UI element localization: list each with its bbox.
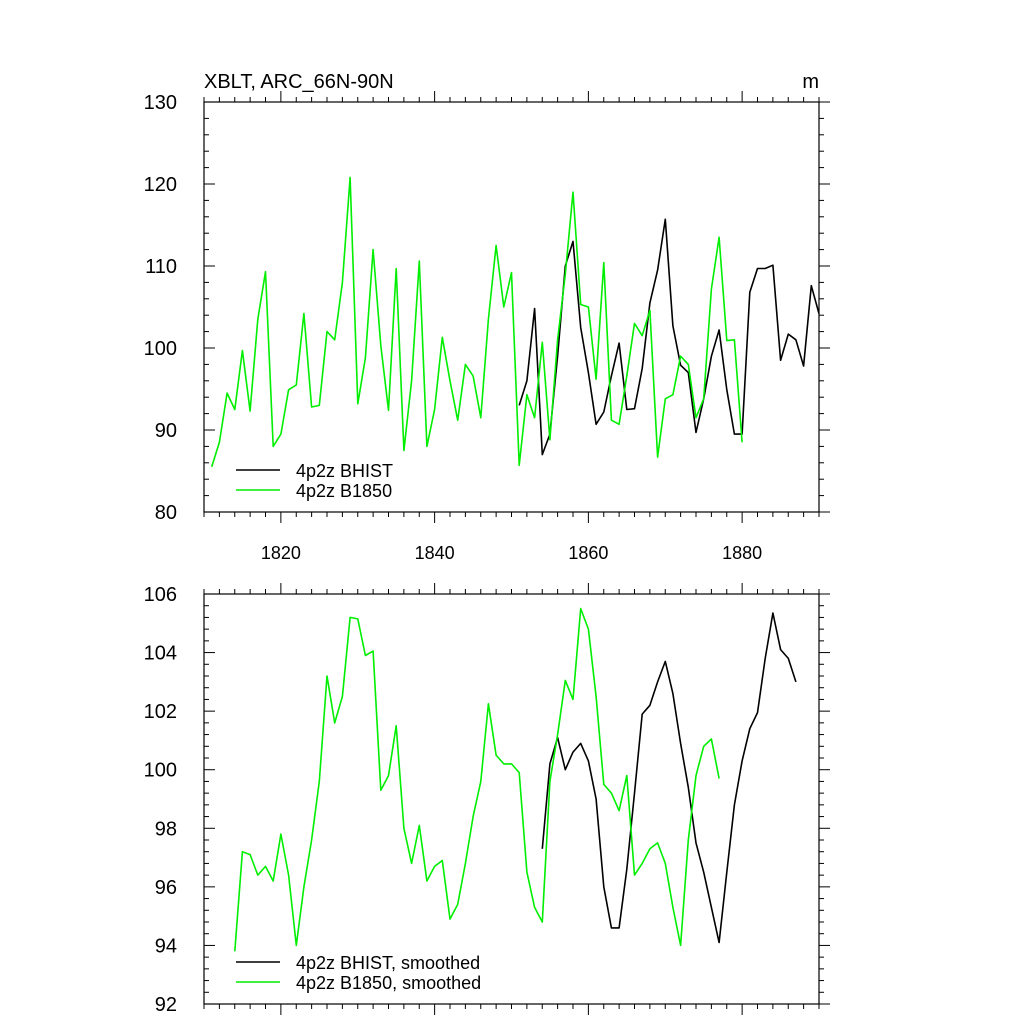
legend-label: 4p2z BHIST <box>296 461 393 481</box>
y-tick-label: 120 <box>144 174 177 196</box>
y-tick-label: 100 <box>144 760 177 782</box>
legend-label: 4p2z B1850, smoothed <box>296 973 481 993</box>
series-line <box>541 612 797 944</box>
y-tick-label: 106 <box>144 584 177 606</box>
y-tick-label: 110 <box>145 256 177 278</box>
bottom-panel: 92 94 96 98 100 102 104 106 4p2z BHIST, smoothed… <box>144 583 830 1016</box>
y-tick-label: 104 <box>144 643 177 665</box>
y-tick-label: 80 <box>155 502 177 524</box>
y-tick-label: 96 <box>155 877 177 899</box>
series-line <box>518 218 820 456</box>
plot-frame <box>203 101 820 513</box>
y-tick-label: 92 <box>155 994 177 1016</box>
y-tick-label: 98 <box>155 818 177 840</box>
x-tick-label: 1880 <box>722 543 762 563</box>
chart-units-label: m <box>802 71 819 93</box>
y-tick-label: 100 <box>144 338 177 360</box>
chart-title-left: XBLT, ARC_66N-90N <box>204 71 394 93</box>
series-line <box>210 176 743 468</box>
y-tick-label: 90 <box>155 420 177 442</box>
legend-label: 4p2z BHIST, smoothed <box>296 953 480 973</box>
y-tick-label: 94 <box>155 935 177 957</box>
series-line <box>234 607 720 952</box>
x-tick-label: 1840 <box>415 543 455 563</box>
top-panel: 1820 1840 1860 1880 80 90 100 110 120 130 4p2z BHI… <box>144 91 830 563</box>
y-tick-label: 102 <box>144 701 177 723</box>
y-tick-label: 130 <box>144 92 177 114</box>
x-tick-label: 1820 <box>261 543 301 563</box>
legend-label: 4p2z B1850 <box>296 481 392 501</box>
x-tick-label: 1860 <box>568 543 608 563</box>
